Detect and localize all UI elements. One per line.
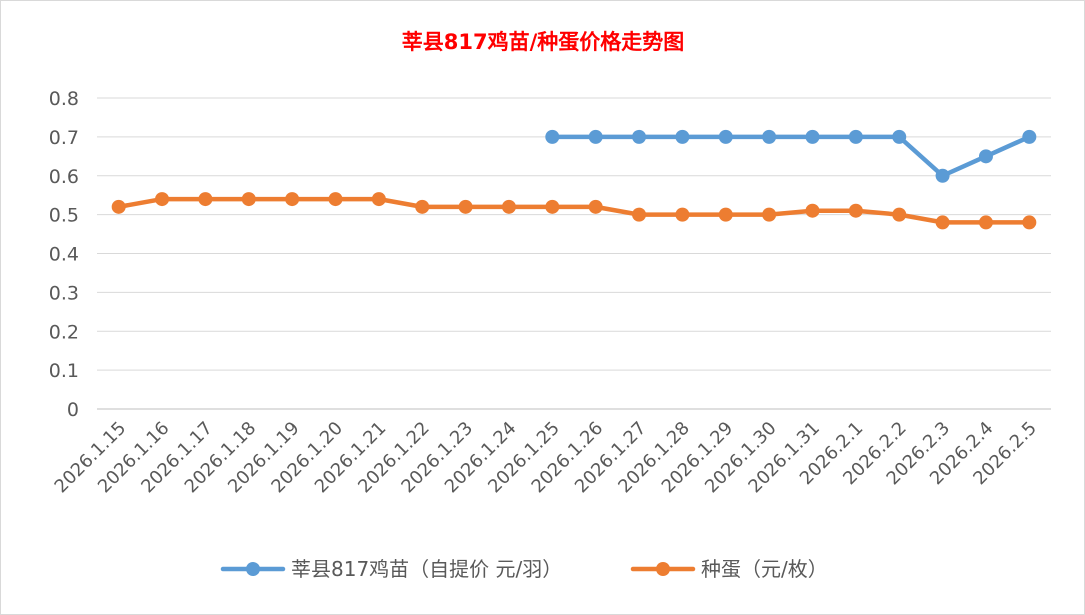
y-tick-label: 0.7 <box>49 127 79 149</box>
data-point <box>155 192 169 206</box>
x-axis-tick-labels: 2026.1.152026.1.162026.1.172026.1.182026… <box>51 418 1041 498</box>
legend-label: 种蛋（元/枚） <box>701 557 828 581</box>
y-tick-label: 0.1 <box>49 360 79 382</box>
data-point <box>198 192 212 206</box>
data-point <box>589 200 603 214</box>
data-point <box>675 130 689 144</box>
legend: 莘县817鸡苗（自提价 元/羽） 种蛋（元/枚） <box>223 557 828 581</box>
data-point <box>502 200 516 214</box>
data-point <box>1022 130 1036 144</box>
data-point <box>112 200 126 214</box>
y-tick-label: 0.4 <box>49 244 79 266</box>
data-point <box>719 130 733 144</box>
data-point <box>545 200 559 214</box>
data-point <box>979 215 993 229</box>
data-point <box>632 130 646 144</box>
data-point <box>936 215 950 229</box>
data-point <box>719 208 733 222</box>
data-point <box>675 208 689 222</box>
data-point <box>762 208 776 222</box>
chart-title: 莘县817鸡苗/种蛋价格走势图 <box>402 30 685 54</box>
legend-swatch-marker <box>656 562 670 576</box>
y-axis-tick-labels: 0 0.1 0.2 0.3 0.4 0.5 0.6 0.7 0.8 <box>49 88 79 421</box>
data-point <box>242 192 256 206</box>
data-point <box>329 192 343 206</box>
data-point <box>806 204 820 218</box>
y-tick-label: 0.3 <box>49 282 79 304</box>
data-point <box>632 208 646 222</box>
legend-swatch-marker <box>246 562 260 576</box>
y-tick-label: 0.2 <box>49 321 79 343</box>
legend-item-2: 种蛋（元/枚） <box>633 557 828 581</box>
series-1 <box>545 130 1036 183</box>
data-point <box>892 208 906 222</box>
series-2 <box>112 192 1037 229</box>
data-point <box>459 200 473 214</box>
data-point <box>892 130 906 144</box>
data-point <box>545 130 559 144</box>
legend-label: 莘县817鸡苗（自提价 元/羽） <box>291 557 562 581</box>
data-point <box>849 130 863 144</box>
data-point <box>372 192 386 206</box>
data-point <box>762 130 776 144</box>
data-point <box>979 149 993 163</box>
legend-item-1: 莘县817鸡苗（自提价 元/羽） <box>223 557 562 581</box>
series-line <box>552 137 1029 176</box>
data-point <box>849 204 863 218</box>
data-point <box>1022 215 1036 229</box>
series-line <box>119 199 1030 222</box>
y-tick-label: 0.6 <box>49 166 79 188</box>
y-tick-label: 0.5 <box>49 205 79 227</box>
y-tick-label: 0 <box>67 399 79 421</box>
data-point <box>415 200 429 214</box>
data-point <box>589 130 603 144</box>
y-tick-label: 0.8 <box>49 88 79 110</box>
data-point <box>806 130 820 144</box>
data-point <box>285 192 299 206</box>
data-point <box>936 169 950 183</box>
